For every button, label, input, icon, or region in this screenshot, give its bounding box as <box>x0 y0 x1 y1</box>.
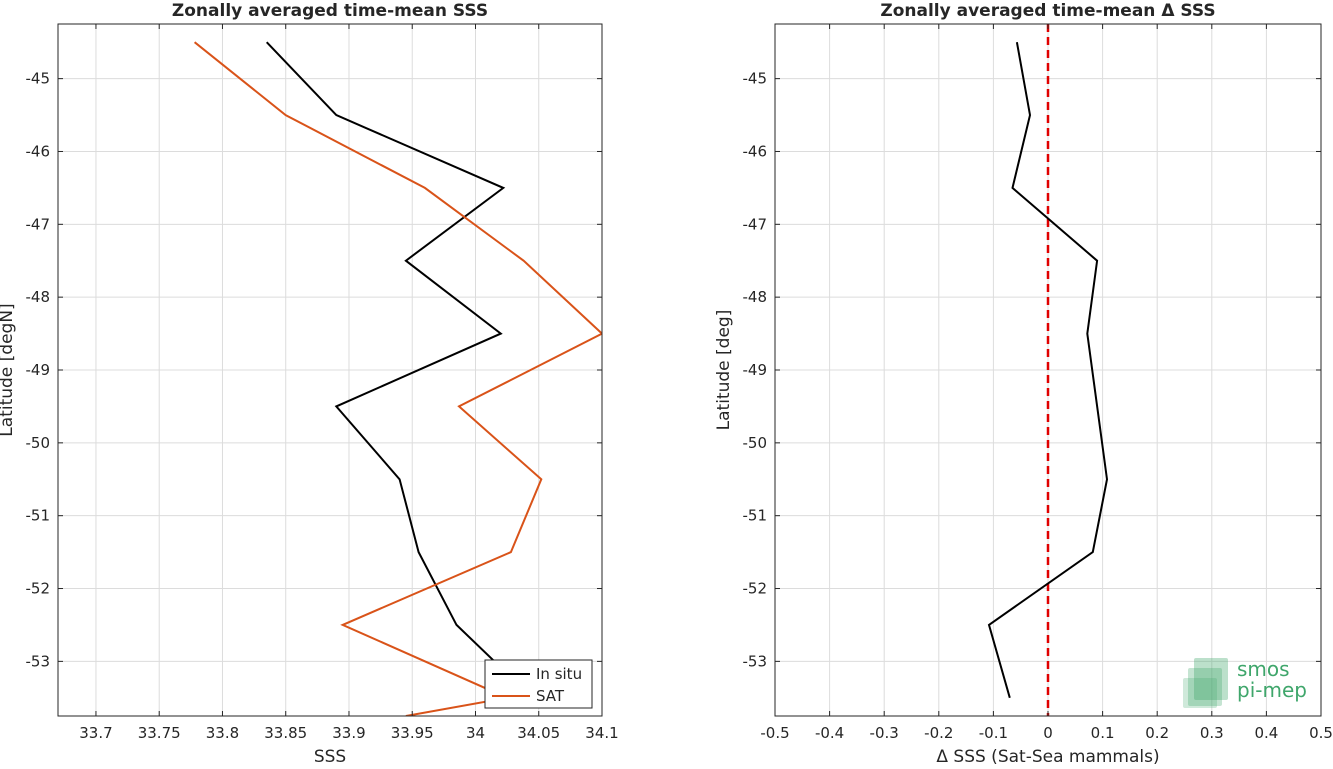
x-axis-label: SSS <box>314 747 346 765</box>
y-axis-label: Latitude [degN] <box>0 303 17 436</box>
y-tick-label: -52 <box>743 580 768 598</box>
legend-label-2: SAT <box>536 687 565 705</box>
x-tick-label: -0.3 <box>870 724 899 742</box>
x-tick-label: 34.05 <box>517 724 560 742</box>
x-tick-label: -0.4 <box>815 724 844 742</box>
chart-panel-1: 33.7 33.75 33.8 33.85 33.9 33.95 34 34.05 34.1 -4… <box>0 1 619 767</box>
x-tick-label: 33.7 <box>79 724 112 742</box>
x-tick-label: 0.4 <box>1254 724 1278 742</box>
y-tick-label: -46 <box>26 142 51 160</box>
logo-text-pi-mep: pi-mep <box>1237 678 1307 702</box>
x-tick-label: 34.1 <box>585 724 618 742</box>
chart-title: Zonally averaged time-mean SSS <box>172 1 488 21</box>
legend-box <box>484 659 593 709</box>
y-tick-label: -47 <box>743 215 768 233</box>
x-tick-label: 33.95 <box>391 724 434 742</box>
x-tick-label: 0.1 <box>1091 724 1115 742</box>
x-tick-label: 0.3 <box>1200 724 1224 742</box>
x-tick-label: 34 <box>466 724 485 742</box>
x-tick-label: 33.75 <box>138 724 181 742</box>
x-tick-label: 33.85 <box>264 724 307 742</box>
logo-text-smos: smos <box>1237 657 1290 681</box>
x-tick-label: 0 <box>1043 724 1053 742</box>
y-tick-label: -49 <box>743 361 768 379</box>
x-tick-label: -0.5 <box>760 724 789 742</box>
y-tick-label: -45 <box>743 70 768 88</box>
logo-plate-icon <box>1183 678 1217 708</box>
y-tick-label: -49 <box>26 361 51 379</box>
chart-panel-2: -0.5 -0.4 -0.3 -0.2 -0.1 0 0.1 0.2 0.3 0.4 0.5 -45 -… <box>714 1 1333 767</box>
x-tick-label: 0.2 <box>1145 724 1169 742</box>
x-tick-label: 0.5 <box>1309 724 1333 742</box>
y-tick-label: -48 <box>743 288 768 306</box>
y-tick-label: -48 <box>26 288 51 306</box>
y-tick-label: -47 <box>26 215 51 233</box>
y-tick-label: -45 <box>26 70 51 88</box>
x-tick-label: 33.9 <box>332 724 365 742</box>
legend: In situ SAT <box>484 659 593 709</box>
legend-label-1: In situ <box>536 665 582 683</box>
y-tick-label: -50 <box>743 434 768 452</box>
chart-title: Zonally averaged time-mean Δ SSS <box>880 1 1215 21</box>
y-tick-label: -46 <box>743 142 768 160</box>
y-tick-label: -52 <box>26 580 51 598</box>
y-tick-label: -50 <box>26 434 51 452</box>
y-tick-label: -51 <box>26 507 51 525</box>
y-tick-label: -53 <box>26 652 51 670</box>
x-axis-label: Δ SSS (Sat-Sea mammals) <box>936 747 1159 765</box>
y-tick-label: -51 <box>743 507 768 525</box>
x-tick-label: -0.2 <box>924 724 953 742</box>
logo-plate-icon <box>1188 668 1222 706</box>
y-tick-label: -53 <box>743 652 768 670</box>
series-line-2 <box>193 41 602 716</box>
x-tick-label: 33.8 <box>206 724 239 742</box>
x-tick-label: -0.1 <box>979 724 1008 742</box>
y-axis-label: Latitude [deg] <box>714 310 734 431</box>
series-line-1 <box>987 42 1109 699</box>
logo-plate-icon <box>1194 658 1228 700</box>
